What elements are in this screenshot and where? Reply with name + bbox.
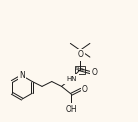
- FancyBboxPatch shape: [75, 66, 85, 74]
- Text: O: O: [92, 68, 98, 77]
- Text: O: O: [77, 50, 83, 59]
- Text: O: O: [82, 85, 88, 94]
- Text: N: N: [19, 71, 25, 80]
- Text: HN: HN: [66, 76, 77, 82]
- Text: Abs: Abs: [75, 67, 85, 72]
- Text: OH: OH: [66, 105, 77, 114]
